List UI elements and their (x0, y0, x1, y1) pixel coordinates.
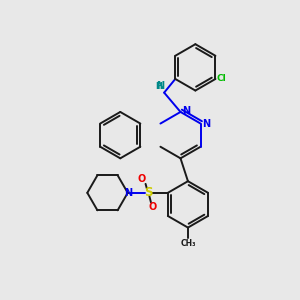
Text: N: N (182, 106, 190, 116)
Text: CH₃: CH₃ (180, 239, 196, 248)
Text: O: O (138, 174, 146, 184)
Text: N: N (202, 119, 210, 129)
Text: N: N (156, 81, 164, 91)
Text: S: S (144, 186, 153, 199)
Text: N: N (124, 188, 132, 198)
Text: H: H (155, 82, 162, 91)
Text: O: O (149, 202, 157, 212)
Text: Cl: Cl (217, 74, 227, 83)
